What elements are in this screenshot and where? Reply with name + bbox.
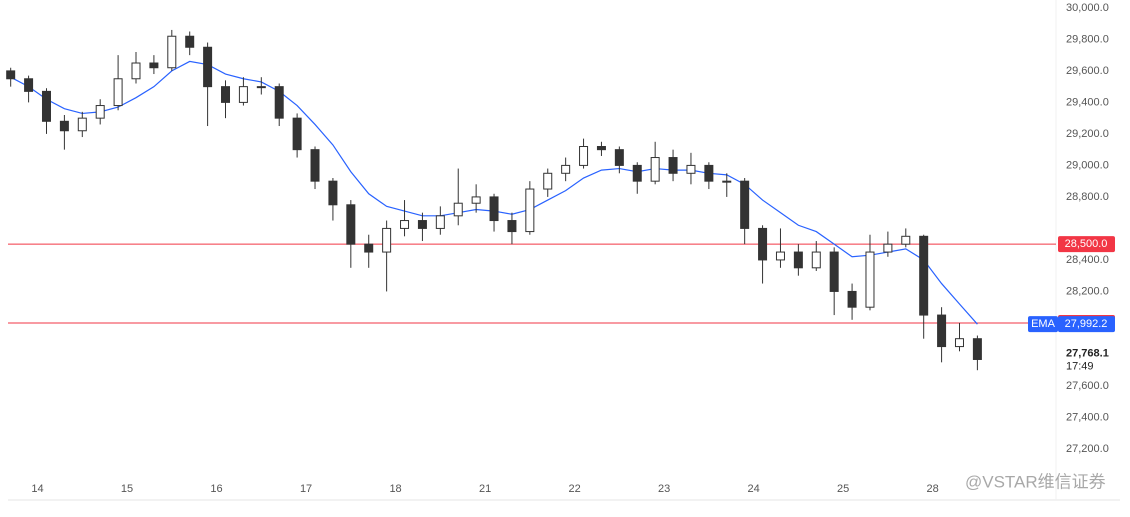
y-tick-label: 30,000.0	[1066, 2, 1109, 14]
candle-body	[203, 46, 213, 88]
y-tick-label: 27,200.0	[1066, 443, 1109, 455]
candle-body	[274, 86, 284, 119]
candle-body	[131, 62, 141, 80]
candle-body	[668, 157, 678, 174]
candle-body	[238, 86, 248, 103]
candle-body	[328, 180, 338, 206]
candle-body	[6, 70, 16, 80]
candle-body	[113, 78, 123, 107]
candle-body	[77, 117, 87, 132]
candle-body	[740, 180, 750, 229]
candle-body	[775, 251, 785, 261]
y-tick-label: 29,400.0	[1066, 96, 1109, 108]
y-tick-label: 29,200.0	[1066, 128, 1109, 140]
candle-body	[561, 164, 571, 174]
candle-body	[435, 215, 445, 229]
candle-body	[543, 172, 553, 190]
candle-body	[579, 146, 589, 166]
candle-body	[167, 35, 177, 69]
x-tick-label: 21	[479, 483, 491, 495]
candle-body	[382, 227, 392, 253]
candle-body	[417, 220, 427, 229]
candle-body	[453, 202, 463, 217]
ema-tag-name-box	[1028, 316, 1058, 333]
candle-body	[507, 220, 517, 233]
candle-body	[24, 78, 34, 92]
x-tick-label: 15	[121, 483, 133, 495]
candle-body	[489, 196, 499, 222]
candle-body	[811, 251, 821, 269]
x-tick-label: 25	[837, 483, 849, 495]
candle-body	[41, 90, 51, 122]
y-tick-label: 29,000.0	[1066, 159, 1109, 171]
candle-body	[954, 338, 964, 348]
price-tag	[1058, 236, 1115, 253]
candle-body	[632, 164, 642, 182]
y-tick-label: 29,600.0	[1066, 65, 1109, 77]
x-tick-label: 28	[927, 483, 939, 495]
x-tick-label: 16	[210, 483, 222, 495]
x-tick-label: 23	[658, 483, 670, 495]
x-tick-label: 14	[31, 483, 43, 495]
candle-body	[525, 188, 535, 233]
candle-body	[596, 146, 606, 151]
candle-body	[59, 120, 69, 132]
y-tick-label: 29,800.0	[1066, 33, 1109, 45]
x-tick-label: 24	[747, 483, 759, 495]
y-tick-label: 28,800.0	[1066, 191, 1109, 203]
ema-tag-label: 27,992.2	[1065, 318, 1108, 330]
candle-body	[221, 86, 231, 103]
x-tick-label: 22	[568, 483, 580, 495]
candle-body	[937, 314, 947, 348]
y-tick-label: 28,400.0	[1066, 254, 1109, 266]
candle-body	[346, 204, 356, 245]
candle-body	[149, 62, 159, 69]
candle-body	[901, 235, 911, 245]
candle-body	[471, 196, 481, 204]
ema-tag	[1058, 316, 1115, 333]
last-price-time: 17:49	[1066, 360, 1094, 372]
last-price-label: 27,768.1	[1066, 347, 1109, 359]
price-tag-label: 28,500.0	[1065, 238, 1108, 250]
candle-body	[722, 180, 732, 183]
candle-body	[793, 251, 803, 269]
candle-body	[847, 290, 857, 308]
candle-body	[883, 243, 893, 253]
candle-body	[919, 235, 929, 316]
candle-body	[364, 243, 374, 253]
x-tick-label: 17	[300, 483, 312, 495]
candle-body	[95, 105, 105, 119]
candle-body	[972, 338, 982, 360]
y-tick-label: 27,600.0	[1066, 380, 1109, 392]
candle-body	[400, 220, 410, 229]
candle-body	[256, 86, 266, 89]
ema-tag-name: EMA	[1031, 318, 1056, 330]
candle-body	[185, 35, 195, 48]
watermark: @VSTAR维信证券	[965, 472, 1106, 491]
x-tick-label: 18	[389, 483, 401, 495]
candle-body	[865, 251, 875, 308]
candle-body	[614, 149, 624, 166]
candle-body	[650, 157, 660, 182]
candle-body	[292, 117, 302, 151]
y-tick-label: 28,200.0	[1066, 285, 1109, 297]
candle-body	[758, 227, 768, 261]
candle-body	[686, 164, 696, 174]
candle-body	[704, 164, 714, 182]
candle-body	[310, 149, 320, 182]
y-tick-label: 27,400.0	[1066, 411, 1109, 423]
candle-body	[829, 251, 839, 292]
